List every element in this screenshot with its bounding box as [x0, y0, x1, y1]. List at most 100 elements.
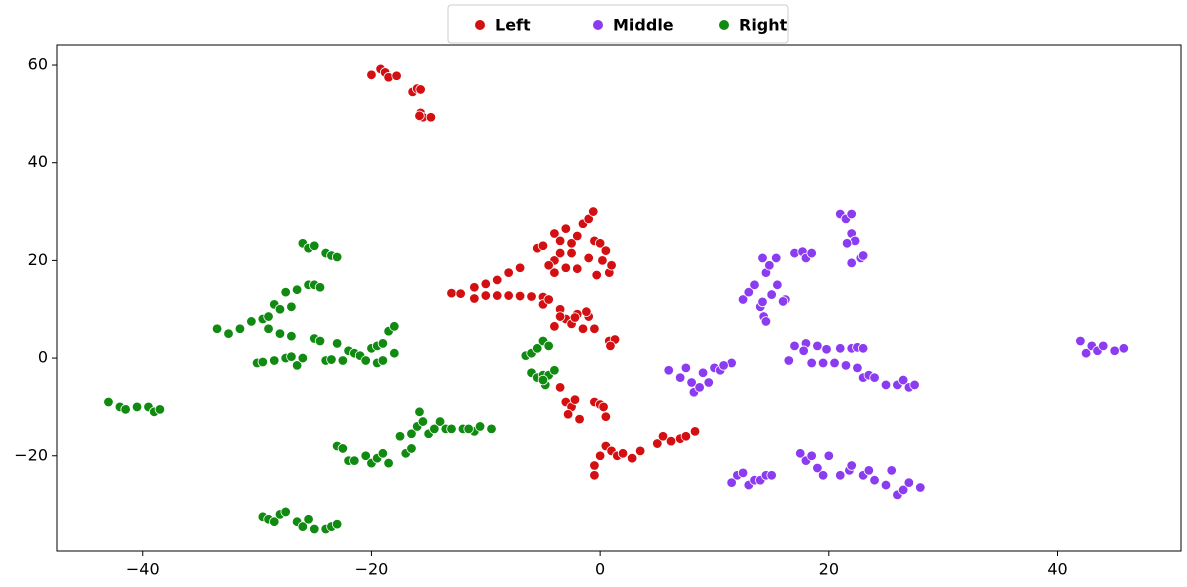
- x-tick-label: 40: [1047, 560, 1067, 579]
- point: [514, 262, 526, 273]
- point: [389, 321, 400, 332]
- point: [869, 372, 880, 383]
- point: [211, 323, 223, 334]
- point: [455, 288, 466, 299]
- point: [694, 382, 705, 393]
- legend-label: Left: [495, 16, 531, 35]
- point: [846, 460, 857, 471]
- y-tick-label: 40: [28, 152, 48, 171]
- point: [286, 330, 297, 342]
- point: [480, 278, 491, 290]
- point: [492, 290, 503, 301]
- point: [760, 316, 772, 327]
- point: [846, 257, 857, 269]
- point: [880, 379, 892, 391]
- point: [549, 321, 560, 332]
- point: [583, 213, 594, 225]
- point: [554, 382, 566, 393]
- point: [766, 470, 777, 481]
- point: [806, 450, 817, 461]
- point: [463, 423, 474, 435]
- point: [537, 374, 549, 386]
- point: [764, 260, 775, 271]
- point: [274, 304, 286, 315]
- point: [377, 448, 389, 459]
- point: [617, 448, 629, 459]
- x-tick-label: −40: [126, 560, 160, 579]
- point: [857, 250, 869, 261]
- point: [771, 252, 782, 264]
- point: [697, 367, 709, 378]
- point: [823, 450, 835, 461]
- point: [841, 238, 853, 249]
- point: [572, 263, 583, 274]
- point: [665, 435, 677, 447]
- point: [562, 409, 574, 420]
- point: [909, 379, 920, 391]
- point: [577, 323, 589, 334]
- point: [331, 518, 343, 530]
- x-tick-label: 20: [819, 560, 839, 579]
- point: [269, 516, 280, 527]
- point: [469, 282, 480, 293]
- point: [383, 457, 394, 469]
- legend-label: Middle: [613, 16, 674, 35]
- point: [718, 360, 729, 371]
- point: [806, 247, 817, 259]
- point: [543, 340, 554, 352]
- point: [652, 438, 663, 449]
- point: [680, 362, 692, 374]
- point: [588, 206, 599, 217]
- point: [434, 416, 446, 427]
- point: [789, 340, 800, 352]
- point: [574, 413, 585, 425]
- point: [1118, 343, 1130, 354]
- point: [726, 477, 737, 488]
- point: [674, 372, 686, 383]
- point: [417, 416, 429, 427]
- point: [326, 354, 337, 365]
- point: [303, 514, 314, 525]
- point: [852, 362, 863, 374]
- point: [743, 286, 754, 298]
- point: [549, 267, 560, 278]
- plot-frame: [56, 44, 1182, 552]
- point: [897, 484, 909, 496]
- point: [503, 290, 514, 301]
- point: [425, 112, 437, 123]
- point: [257, 356, 269, 368]
- point: [594, 238, 606, 249]
- point: [1080, 347, 1092, 359]
- point: [223, 328, 234, 339]
- point: [600, 411, 612, 422]
- point: [446, 423, 457, 435]
- point: [269, 355, 280, 366]
- point: [131, 401, 143, 413]
- point: [309, 240, 320, 251]
- point: [297, 352, 309, 364]
- point: [589, 323, 600, 334]
- point: [549, 365, 560, 376]
- point: [337, 443, 349, 454]
- point: [337, 355, 349, 366]
- point: [543, 260, 554, 271]
- point: [903, 477, 915, 488]
- point: [605, 340, 616, 352]
- point: [503, 267, 514, 278]
- point: [560, 262, 572, 273]
- point: [406, 428, 417, 439]
- point: [737, 294, 749, 305]
- point: [537, 240, 549, 251]
- point: [377, 355, 389, 366]
- point: [846, 208, 857, 220]
- point: [821, 344, 832, 355]
- point: [829, 357, 840, 369]
- point: [569, 394, 581, 405]
- point: [863, 465, 875, 476]
- point: [331, 338, 343, 349]
- legend-marker: [475, 20, 485, 30]
- point: [543, 294, 554, 305]
- point: [414, 406, 425, 418]
- point: [331, 251, 343, 263]
- point: [263, 311, 274, 322]
